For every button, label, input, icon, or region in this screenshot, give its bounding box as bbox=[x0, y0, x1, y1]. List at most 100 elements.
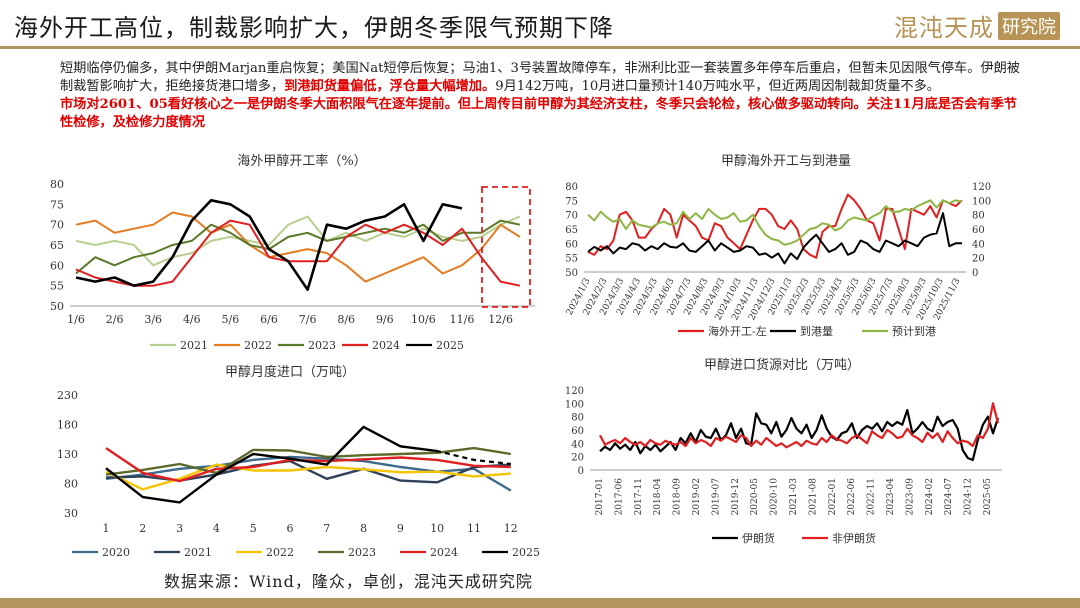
y-tick-label: 60 bbox=[50, 259, 64, 272]
x-tick-label: 2022-06 bbox=[847, 478, 857, 516]
x-tick-label: 2024-02 bbox=[925, 478, 935, 515]
x-tick-label: 6/6 bbox=[260, 313, 278, 326]
x-tick-label: 3/6 bbox=[144, 313, 162, 326]
y-tick-label: 230 bbox=[57, 389, 78, 402]
legend-label: 海外开工-左 bbox=[708, 324, 767, 338]
series-line-2025-forecast bbox=[400, 445, 511, 466]
series-line-2022 bbox=[75, 211, 521, 283]
x-tick-label: 2024-12 bbox=[964, 478, 974, 515]
highlight-box bbox=[481, 186, 531, 308]
x-tick-label: 2017-01 bbox=[595, 478, 605, 515]
series-line-非伊朗货 bbox=[599, 402, 1000, 449]
y-tick-label: 75 bbox=[565, 196, 578, 207]
chart-title: 甲醇月度进口（万吨） bbox=[225, 364, 355, 380]
x-tick-label: 2018-04 bbox=[653, 478, 663, 516]
x-tick-label: 7/6 bbox=[299, 313, 317, 326]
series-line-到港量 bbox=[587, 212, 962, 265]
chart-title: 甲醇进口货源对比（万吨） bbox=[704, 357, 860, 373]
x-tick-label: 9 bbox=[397, 522, 404, 535]
y-tick-label: 80 bbox=[565, 182, 578, 193]
legend-label: 2024 bbox=[372, 339, 400, 352]
y-tick-label: 65 bbox=[565, 225, 578, 236]
y-tick-label-right: 80 bbox=[972, 211, 985, 222]
legend-label: 2023 bbox=[308, 339, 336, 352]
x-tick-label: 2017-11 bbox=[634, 478, 644, 515]
series-line-2023 bbox=[105, 446, 511, 476]
series-line-伊朗货 bbox=[599, 408, 1000, 462]
x-tick-label: 2017-06 bbox=[614, 478, 624, 516]
x-tick-label: 2 bbox=[139, 522, 146, 535]
company-logo: 混沌天成 研究院 bbox=[894, 8, 1060, 43]
x-tick-label: 2024-07 bbox=[944, 478, 954, 516]
x-tick-label: 2020-10 bbox=[770, 478, 780, 516]
y-tick-label: 120 bbox=[565, 386, 584, 397]
x-tick-label: 2/6 bbox=[106, 313, 124, 326]
series-line-预计到港 bbox=[587, 199, 963, 246]
legend-label: 2021 bbox=[184, 546, 212, 559]
x-tick-label: 2022-11 bbox=[867, 478, 877, 515]
chart-title: 甲醇海外开工与到港量 bbox=[721, 153, 851, 169]
y-tick-label: 75 bbox=[50, 198, 64, 211]
series-line-2025 bbox=[105, 425, 438, 504]
x-tick-label: 10/6 bbox=[411, 313, 436, 326]
summary-p1-tail: 9月142万吨，10月进口量预计140万吨水平，但近两周因制裁卸货量不多。 bbox=[495, 79, 940, 94]
x-tick-label: 11 bbox=[467, 522, 481, 535]
x-tick-label: 1/6 bbox=[67, 313, 85, 326]
x-tick-label: 2021-03 bbox=[789, 478, 799, 516]
x-tick-label: 11/6 bbox=[450, 313, 475, 326]
x-tick-label: 12 bbox=[504, 522, 518, 535]
legend-label: 伊朗货 bbox=[742, 531, 775, 545]
chart-title: 海外甲醇开工率（%） bbox=[237, 153, 366, 169]
y-tick-label: 50 bbox=[50, 300, 64, 313]
series-line-2021 bbox=[75, 215, 521, 267]
data-source: 数据来源：Wind，隆众，卓创，混沌天成研究院 bbox=[164, 572, 533, 591]
y-tick-label: 180 bbox=[57, 419, 78, 432]
y-tick-label: 70 bbox=[565, 211, 578, 222]
x-tick-label: 2018-09 bbox=[673, 478, 683, 516]
series-line-海外开工-左 bbox=[587, 193, 963, 259]
y-tick-label-right: 20 bbox=[972, 254, 985, 265]
y-tick-label: 80 bbox=[50, 178, 64, 191]
x-tick-label: 3 bbox=[176, 522, 183, 535]
x-tick-label: 8/6 bbox=[337, 313, 355, 326]
summary-p1-highlight: 到港卸货量偏低，浮仓量大幅增加。 bbox=[284, 79, 496, 94]
series-line-2020 bbox=[105, 455, 512, 492]
x-tick-label: 9/6 bbox=[376, 313, 394, 326]
x-tick-label: 2025-05 bbox=[983, 478, 993, 516]
x-tick-label: 8 bbox=[360, 522, 367, 535]
x-tick-label: 4 bbox=[213, 522, 220, 535]
x-tick-label: 5/6 bbox=[222, 313, 240, 326]
logo-badge: 研究院 bbox=[998, 11, 1060, 40]
x-tick-label: 2019-02 bbox=[692, 478, 702, 515]
y-tick-label-right: 0 bbox=[972, 268, 978, 279]
series-line-2024 bbox=[75, 219, 521, 287]
legend-label: 到港量 bbox=[800, 325, 833, 338]
x-tick-label: 1 bbox=[103, 522, 110, 535]
header-divider bbox=[0, 46, 1080, 49]
y-tick-label: 40 bbox=[571, 439, 584, 450]
legend-label: 2022 bbox=[244, 339, 272, 352]
summary-p1: 短期临停仍偏多，其中伊朗Marjan重启恢复；美国Nat短停后恢复；马油1、3号… bbox=[60, 61, 1020, 94]
x-tick-label: 12/6 bbox=[488, 313, 513, 326]
series-line-2023 bbox=[75, 219, 521, 275]
y-tick-label-right: 100 bbox=[972, 196, 991, 207]
footer-bar bbox=[0, 598, 1080, 608]
legend-label: 非伊朗货 bbox=[832, 531, 876, 545]
legend-label: 预计到港 bbox=[892, 325, 936, 338]
x-tick-label: 2023-04 bbox=[886, 478, 896, 516]
x-tick-label: 2019-07 bbox=[711, 478, 721, 516]
y-tick-label: 100 bbox=[565, 399, 584, 410]
legend-label: 2023 bbox=[348, 546, 376, 559]
x-tick-label: 2023-09 bbox=[905, 478, 915, 516]
y-tick-label: 60 bbox=[565, 239, 578, 250]
y-tick-label: 50 bbox=[565, 268, 578, 279]
y-tick-label: 0 bbox=[578, 466, 584, 477]
y-tick-label: 30 bbox=[64, 507, 78, 520]
page-title: 海外开工高位，制裁影响扩大，伊朗冬季限气预期下降 bbox=[14, 14, 614, 42]
y-tick-label: 55 bbox=[50, 280, 64, 293]
legend-label: 2020 bbox=[102, 546, 130, 559]
summary-text: 短期临停仍偏多，其中伊朗Marjan重启恢复；美国Nat短停后恢复；马油1、3号… bbox=[60, 60, 1026, 132]
legend-label: 2025 bbox=[512, 546, 540, 559]
x-tick-label: 2021-08 bbox=[808, 478, 818, 516]
y-tick-label: 20 bbox=[571, 453, 584, 464]
